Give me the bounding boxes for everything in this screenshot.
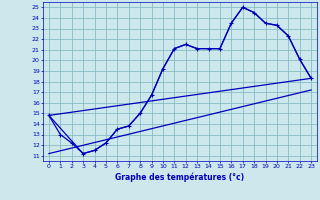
X-axis label: Graphe des températures (°c): Graphe des températures (°c) <box>116 172 244 182</box>
